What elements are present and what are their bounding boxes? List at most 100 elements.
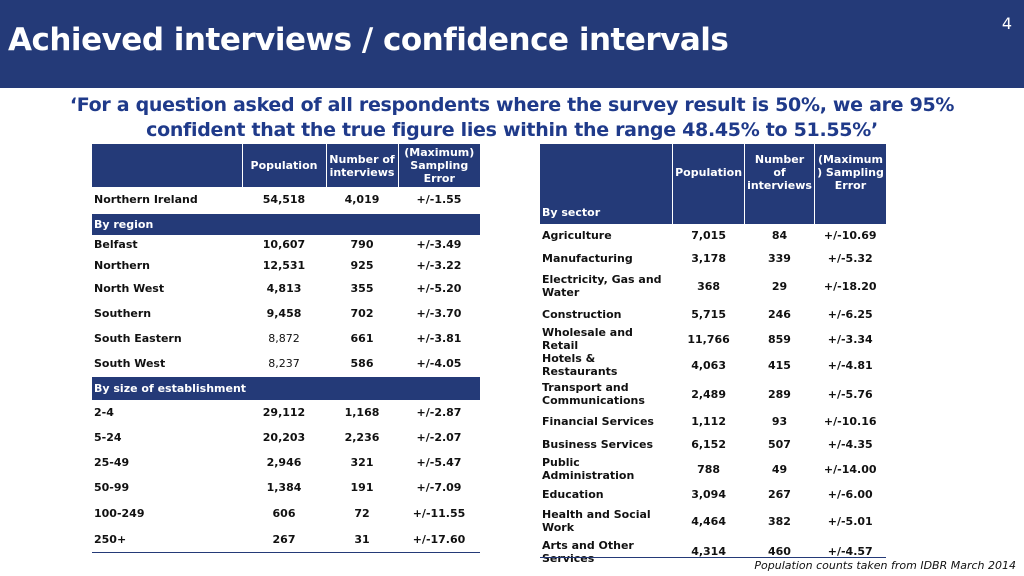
row-interviews: 1,168 xyxy=(326,400,398,426)
header-error-line1: (Maximum xyxy=(817,152,883,166)
header-interviews-line1: Number of xyxy=(329,152,395,166)
confidence-quote: ‘For a question asked of all respondents… xyxy=(40,93,984,143)
row-population: 1,384 xyxy=(242,475,326,501)
table-row: North West 4,813 355 +/-5.20 xyxy=(92,275,480,302)
table-row: 100-249 606 72 +/-11.55 xyxy=(92,500,480,527)
table-row: Financial Services 1,112 93 +/-10.16 xyxy=(540,410,886,433)
section-heading: By size of establishment xyxy=(92,376,480,400)
table-row: Agriculture 7,015 84 +/-10.69 xyxy=(540,224,886,247)
section-band-region: By region xyxy=(92,213,480,235)
row-label: Financial Services xyxy=(542,415,654,428)
row-label: Northern xyxy=(92,255,242,276)
row-interviews: 31 xyxy=(326,526,398,553)
row-population: 788 xyxy=(697,462,721,476)
header-interviews-line2: interviews xyxy=(747,178,812,192)
row-label: 5-24 xyxy=(92,425,242,451)
row-error: +/-2.07 xyxy=(398,425,480,451)
quote-line-2: confident that the true figure lies with… xyxy=(146,119,878,141)
header-error-line1: (Maximum) xyxy=(404,146,475,159)
row-population: 10,607 xyxy=(242,235,326,256)
header-interviews: Number of interviews xyxy=(326,144,399,187)
row-interviews: 382 xyxy=(768,514,791,528)
header-blank xyxy=(540,144,674,200)
table-header-row: Population Number of interviews (Maximum… xyxy=(540,144,886,200)
row-interviews: 4,019 xyxy=(326,187,398,214)
row-label: Health and Social Work xyxy=(542,508,651,534)
row-label: Agriculture xyxy=(542,229,612,242)
header-error-line2: Sampling xyxy=(410,159,469,172)
row-population: 3,178 xyxy=(691,252,726,265)
header-blank xyxy=(92,144,243,187)
row-error: +/-3.81 xyxy=(398,326,480,352)
row-population: 4,813 xyxy=(242,275,326,302)
header-error-line3: Error xyxy=(423,172,455,185)
row-error: +/-5.01 xyxy=(827,514,873,528)
section-heading: By sector xyxy=(540,200,674,224)
table-row: South Eastern 8,872 661 +/-3.81 xyxy=(92,326,480,352)
row-population: 4,063 xyxy=(691,358,726,372)
row-label: Hotels & Restaurants xyxy=(542,352,618,378)
section-heading: By region xyxy=(92,213,480,235)
section-band-sector: By sector xyxy=(540,200,886,224)
row-interviews: 415 xyxy=(768,358,791,372)
table-row: Manufacturing 3,178 339 +/-5.32 xyxy=(540,247,886,270)
row-interviews: 321 xyxy=(326,450,398,476)
row-interviews: 339 xyxy=(768,252,791,265)
row-interviews: 355 xyxy=(326,275,398,302)
row-error: +/-3.22 xyxy=(398,255,480,276)
quote-line-1: ‘For a question asked of all respondents… xyxy=(69,94,955,116)
row-error: +/-6.25 xyxy=(827,307,873,321)
row-error: +/-4.57 xyxy=(827,545,873,558)
row-error: +/-2.87 xyxy=(398,400,480,426)
header-interviews-line2: interviews xyxy=(329,165,395,179)
row-label: 50-99 xyxy=(92,475,242,501)
row-error: +/-5.32 xyxy=(827,252,873,265)
row-label: Wholesale and Retail xyxy=(542,326,633,352)
row-population: 4,464 xyxy=(691,514,726,528)
row-interviews: 49 xyxy=(771,462,788,476)
table-row: Education 3,094 267 +/-6.00 xyxy=(540,482,886,506)
row-interviews: 925 xyxy=(326,255,398,276)
row-interviews: 93 xyxy=(771,415,788,428)
row-population: 2,489 xyxy=(691,387,726,401)
row-label: 25-49 xyxy=(92,450,242,476)
row-error: +/-1.55 xyxy=(398,187,480,214)
table-row: Public Administration 788 49 +/-14.00 xyxy=(540,456,886,482)
header-population: Population xyxy=(672,144,746,200)
row-error: +/-3.70 xyxy=(398,301,480,327)
header-error: (Maximum ) Sampling Error xyxy=(814,144,886,200)
table-header-row: Population Number of interviews (Maximum… xyxy=(92,144,480,187)
row-interviews: 246 xyxy=(768,307,791,321)
row-label: South West xyxy=(92,351,242,377)
row-population: 12,531 xyxy=(242,255,326,276)
header-interviews: Number of interviews xyxy=(744,144,815,200)
row-error: +/-10.16 xyxy=(823,415,877,428)
row-label: Manufacturing xyxy=(542,252,633,265)
slide-title: Achieved interviews / confidence interva… xyxy=(8,22,729,58)
table-row: Health and Social Work 4,464 382 +/-5.01 xyxy=(540,506,886,536)
table-row: South West 8,237 586 +/-4.05 xyxy=(92,351,480,377)
row-error: +/-3.49 xyxy=(398,235,480,256)
table-row: Arts and Other Services 4,314 460 +/-4.5… xyxy=(540,536,886,567)
table-row: 250+ 267 31 +/-17.60 xyxy=(92,526,480,553)
header-population: Population xyxy=(242,144,327,187)
row-interviews: 2,236 xyxy=(326,425,398,451)
row-interviews: 267 xyxy=(768,487,791,501)
row-label: Southern xyxy=(92,301,242,327)
row-population: 54,518 xyxy=(242,187,326,214)
row-label: 2-4 xyxy=(92,400,242,426)
row-error: +/-6.00 xyxy=(827,487,873,501)
band-blank xyxy=(744,200,815,224)
row-interviews: 586 xyxy=(326,351,398,377)
table-row: 50-99 1,384 191 +/-7.09 xyxy=(92,475,480,501)
row-error: +/-5.47 xyxy=(398,450,480,476)
row-error: +/-4.35 xyxy=(827,438,873,451)
row-interviews: 72 xyxy=(326,500,398,527)
section-band-size: By size of establishment xyxy=(92,376,480,400)
table-row: 25-49 2,946 321 +/-5.47 xyxy=(92,450,480,476)
table-row: Business Services 6,152 507 +/-4.35 xyxy=(540,433,886,456)
row-error: +/-18.20 xyxy=(823,279,877,293)
header-interviews-line1: Number of xyxy=(754,152,805,179)
row-label: Construction xyxy=(542,307,622,321)
row-population: 6,152 xyxy=(691,438,726,451)
